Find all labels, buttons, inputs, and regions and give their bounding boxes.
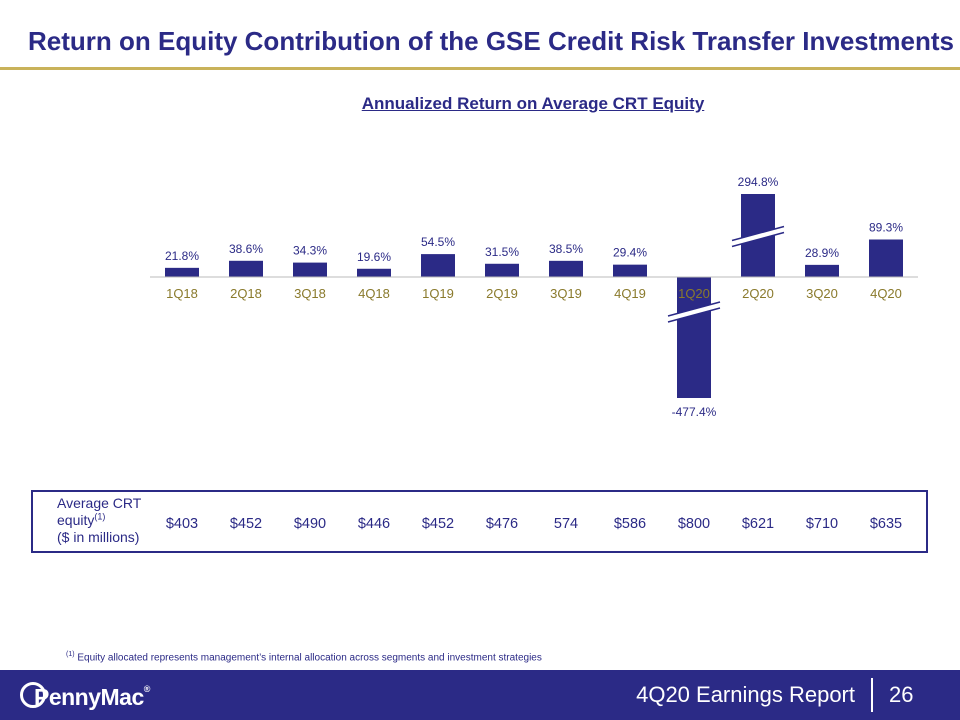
x-tick-label-3Q19: 3Q19 <box>550 286 582 301</box>
data-label-1Q18: 21.8% <box>165 249 199 263</box>
equity-value-1Q18: $403 <box>165 516 199 532</box>
equity-value-4Q20: $635 <box>869 516 903 532</box>
title-divider <box>0 67 960 70</box>
pennymac-logo-icon <box>20 682 46 708</box>
x-tick-label-2Q18: 2Q18 <box>230 286 262 301</box>
roe-bar-chart: 21.8% 1Q18 38.6% 2Q18 34.3% 3Q18 19.6% 4Q18 54.5… <box>150 175 918 419</box>
data-label-1Q20: -477.4% <box>672 405 717 419</box>
equity-value-2Q18: $452 <box>229 516 263 532</box>
bar-3Q18 <box>293 262 327 277</box>
pennymac-logo: PennyMac® <box>34 684 150 711</box>
average-crt-equity-label: Average CRT equity(1) ($ in millions) <box>57 495 141 546</box>
footer-bar: PennyMac® 4Q20 Earnings Report 26 <box>0 670 960 720</box>
footer-separator <box>871 678 873 712</box>
equity-label-units: ($ in millions) <box>57 529 140 545</box>
bar-1Q18 <box>165 267 199 277</box>
x-tick-label-4Q18: 4Q18 <box>358 286 390 301</box>
data-label-1Q19: 54.5% <box>421 235 455 249</box>
bar-4Q18 <box>357 268 391 277</box>
x-tick-label-4Q19: 4Q19 <box>614 286 646 301</box>
bar-3Q19 <box>549 260 583 277</box>
x-tick-label-1Q19: 1Q19 <box>422 286 454 301</box>
report-name: 4Q20 Earnings Report <box>636 682 855 707</box>
equity-value-1Q20: $800 <box>677 516 711 532</box>
x-tick-label-1Q20: 1Q20 <box>678 286 710 301</box>
equity-label-line1: Average CRT <box>57 495 142 511</box>
registered-mark: ® <box>143 684 151 694</box>
x-tick-label-4Q20: 4Q20 <box>870 286 902 301</box>
equity-value-1Q19: $452 <box>421 516 455 532</box>
average-crt-equity-row: Average CRT equity(1) ($ in millions) $4… <box>31 490 928 553</box>
axis-break-line-1Q20 <box>667 307 721 323</box>
footnote-text: Equity allocated represents management’s… <box>77 652 542 664</box>
x-tick-label-2Q20: 2Q20 <box>742 286 774 301</box>
footnote: (1) Equity allocated represents manageme… <box>66 651 542 663</box>
data-label-2Q20: 294.8% <box>738 175 779 189</box>
data-label-3Q20: 28.9% <box>805 246 839 260</box>
data-label-3Q18: 34.3% <box>293 244 327 258</box>
equity-value-2Q19: $476 <box>485 516 519 532</box>
data-label-4Q20: 89.3% <box>869 220 903 234</box>
page-number: 26 <box>889 682 914 707</box>
equity-value-4Q19: $586 <box>613 516 647 532</box>
data-label-3Q19: 38.5% <box>549 242 583 256</box>
axis-break-line-2Q20 <box>731 231 785 248</box>
bar-4Q20 <box>869 239 903 277</box>
bar-1Q20 <box>677 277 711 398</box>
x-tick-label-1Q18: 1Q18 <box>166 286 198 301</box>
chart-title: Annualized Return on Average CRT Equity <box>361 94 705 113</box>
equity-label-line2: equity <box>57 512 95 528</box>
bar-1Q19 <box>421 254 455 277</box>
axis-break-line-1Q20 <box>667 301 721 317</box>
equity-footnote-marker: (1) <box>94 511 106 522</box>
axis-break-line-2Q20 <box>731 225 785 242</box>
bar-3Q20 <box>805 264 839 277</box>
axis-break-gap-2Q20 <box>732 226 784 247</box>
data-label-2Q19: 31.5% <box>485 245 519 259</box>
equity-value-3Q20: $710 <box>805 516 839 532</box>
logo-wordmark: PennyMac <box>34 684 144 710</box>
bar-2Q19 <box>485 263 519 277</box>
bar-4Q19 <box>613 264 647 277</box>
equity-value-3Q19: 574 <box>553 516 579 532</box>
slide-title: Return on Equity Contribution of the GSE… <box>28 26 954 56</box>
equity-value-3Q18: $490 <box>293 516 327 532</box>
data-label-4Q19: 29.4% <box>613 246 647 260</box>
axis-break-gap-1Q20 <box>668 302 720 322</box>
data-label-2Q18: 38.6% <box>229 242 263 256</box>
x-tick-label-2Q19: 2Q19 <box>486 286 518 301</box>
x-tick-label-3Q18: 3Q18 <box>294 286 326 301</box>
footnote-marker: (1) <box>66 651 75 658</box>
bar-2Q18 <box>229 260 263 277</box>
equity-value-2Q20: $621 <box>741 516 775 532</box>
equity-value-4Q18: $446 <box>357 516 391 532</box>
x-tick-label-3Q20: 3Q20 <box>806 286 838 301</box>
data-label-4Q18: 19.6% <box>357 250 391 264</box>
